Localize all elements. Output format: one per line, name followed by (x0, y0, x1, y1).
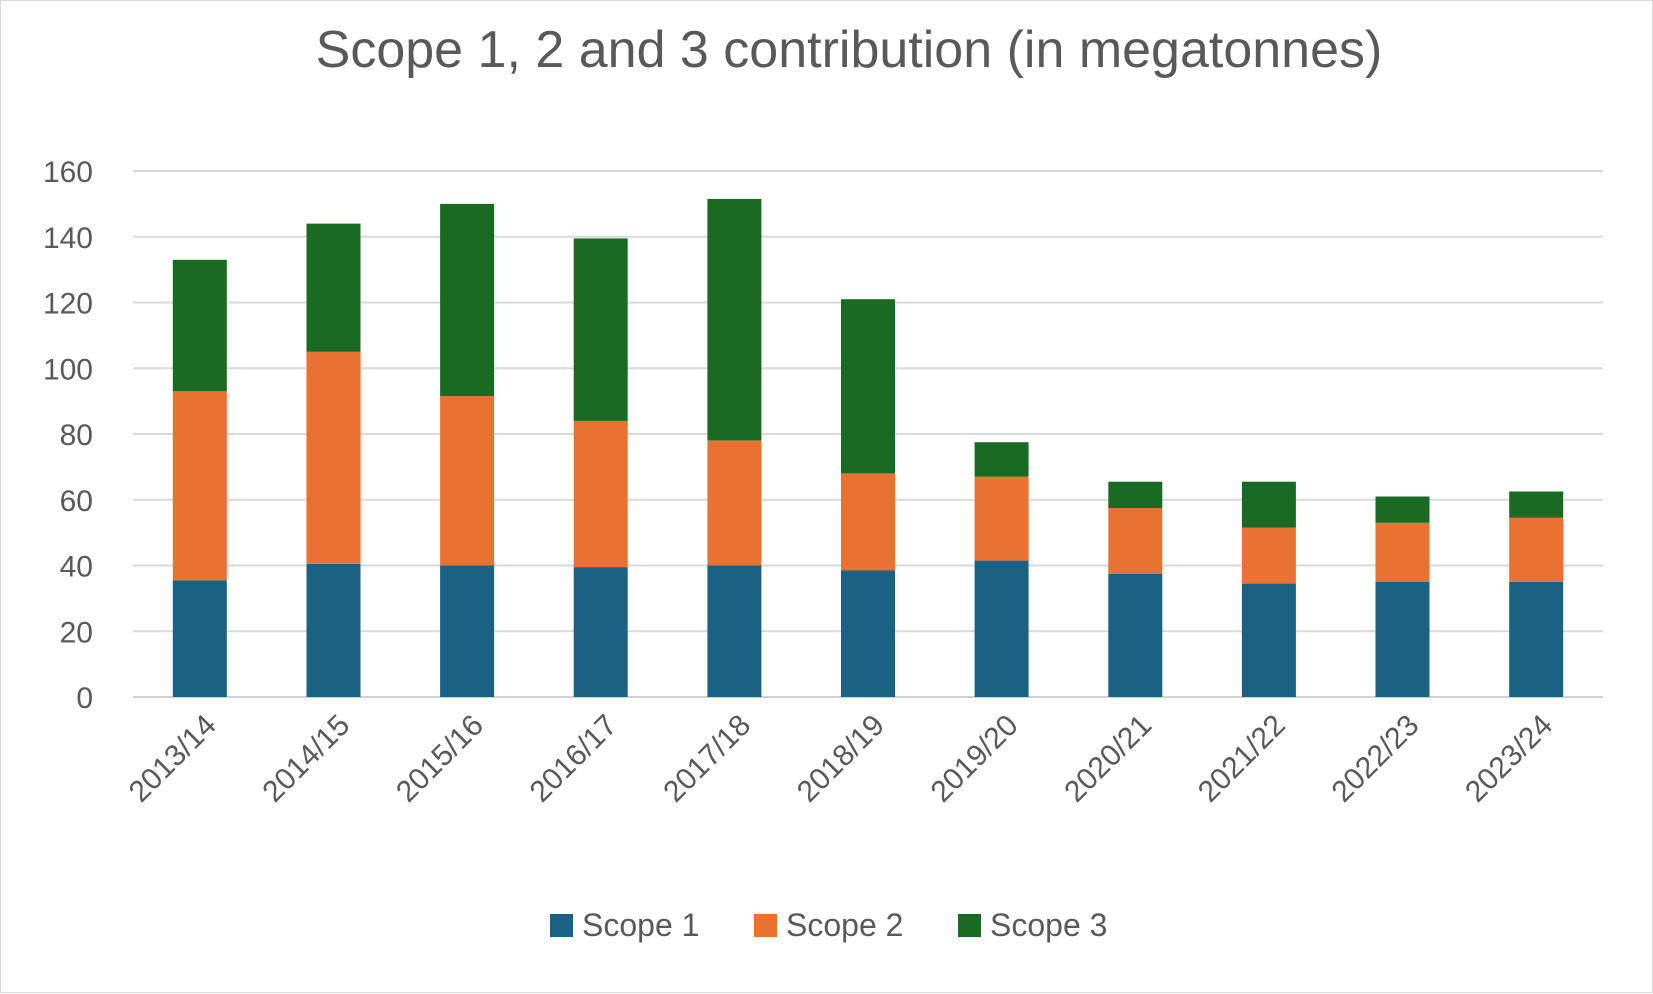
bar-scope-1-2016-17 (573, 567, 628, 697)
bar-scope-1-2021-22 (1241, 583, 1296, 697)
y-tick-label: 40 (60, 551, 93, 584)
bar-scope-3-2013-14 (172, 259, 227, 392)
bar-scope-3-2015-16 (440, 203, 495, 397)
legend-item-scope-3: Scope 3 (958, 907, 1107, 943)
bar-scope-1-2020-21 (1108, 573, 1163, 697)
bar-scope-2-2016-17 (573, 420, 628, 568)
x-tick-label: 2017/18 (657, 709, 757, 809)
bar-scope-2-2015-16 (440, 396, 495, 566)
bar-scope-3-2023-24 (1509, 491, 1564, 518)
bar-scope-2-2014-15 (306, 351, 361, 564)
bar-scope-3-2017-18 (707, 198, 762, 441)
x-tick-label: 2023/24 (1459, 709, 1559, 809)
bar-scope-1-2017-18 (707, 565, 762, 697)
bar-scope-3-2019-20 (974, 442, 1029, 477)
bar-scope-2-2022-23 (1375, 522, 1430, 582)
x-axis-tick-labels: 2013/14 2014/15 2015/16 2016/17 2017/18 2018/… (123, 709, 1559, 809)
legend-swatch (958, 914, 981, 937)
bar-scope-1-2019-20 (974, 560, 1029, 697)
y-tick-label: 160 (43, 156, 93, 189)
y-axis-tick-labels: 0 20 40 60 80 100 120 140 160 (43, 156, 93, 715)
x-tick-label: 2021/22 (1192, 709, 1292, 809)
bar-scope-1-2014-15 (306, 563, 361, 697)
bar-scope-3-2022-23 (1375, 496, 1430, 523)
legend-item-scope-1: Scope 1 (550, 907, 699, 943)
legend-label: Scope 3 (990, 907, 1107, 943)
bar-scope-1-2015-16 (440, 565, 495, 697)
bar-scope-3-2018-19 (841, 299, 895, 474)
x-tick-label: 2018/19 (791, 709, 891, 809)
bar-scope-3-2021-22 (1241, 481, 1296, 528)
x-tick-label: 2020/21 (1058, 709, 1158, 809)
bar-scope-2-2020-21 (1108, 508, 1163, 574)
legend-swatch (550, 914, 573, 937)
bar-scope-1-2022-23 (1375, 581, 1430, 697)
legend-swatch (754, 914, 777, 937)
x-tick-label: 2022/23 (1325, 709, 1425, 809)
bar-scope-1-2023-24 (1509, 581, 1564, 697)
y-tick-label: 60 (60, 485, 93, 518)
legend-label: Scope 2 (786, 907, 903, 943)
x-tick-label: 2014/15 (256, 709, 356, 809)
y-tick-label: 20 (60, 616, 93, 649)
bar-scope-2-2019-20 (974, 476, 1029, 561)
x-tick-label: 2015/16 (390, 709, 490, 809)
y-tick-label: 80 (60, 419, 93, 452)
legend-label: Scope 1 (582, 907, 699, 943)
y-tick-label: 0 (76, 682, 93, 715)
bar-stacks (172, 198, 1564, 697)
legend: Scope 1 Scope 2 Scope 3 (550, 907, 1107, 943)
bar-scope-2-2013-14 (172, 391, 227, 581)
bar-scope-3-2016-17 (573, 238, 628, 421)
bar-scope-3-2014-15 (306, 223, 361, 352)
legend-item-scope-2: Scope 2 (754, 907, 903, 943)
y-tick-label: 100 (43, 353, 93, 386)
x-tick-label: 2019/20 (925, 709, 1025, 809)
x-tick-label: 2013/14 (123, 709, 223, 809)
bar-scope-2-2023-24 (1509, 517, 1564, 582)
bar-scope-1-2018-19 (841, 570, 895, 697)
chart-title: Scope 1, 2 and 3 contribution (in megato… (316, 21, 1383, 79)
bar-scope-2-2017-18 (707, 440, 762, 566)
bar-scope-3-2020-21 (1108, 481, 1163, 508)
bar-scope-2-2021-22 (1241, 527, 1296, 584)
y-tick-label: 140 (43, 222, 93, 255)
bar-scope-2-2018-19 (841, 473, 895, 571)
y-tick-label: 120 (43, 288, 93, 321)
bar-scope-1-2013-14 (172, 580, 227, 697)
x-tick-label: 2016/17 (524, 709, 624, 809)
